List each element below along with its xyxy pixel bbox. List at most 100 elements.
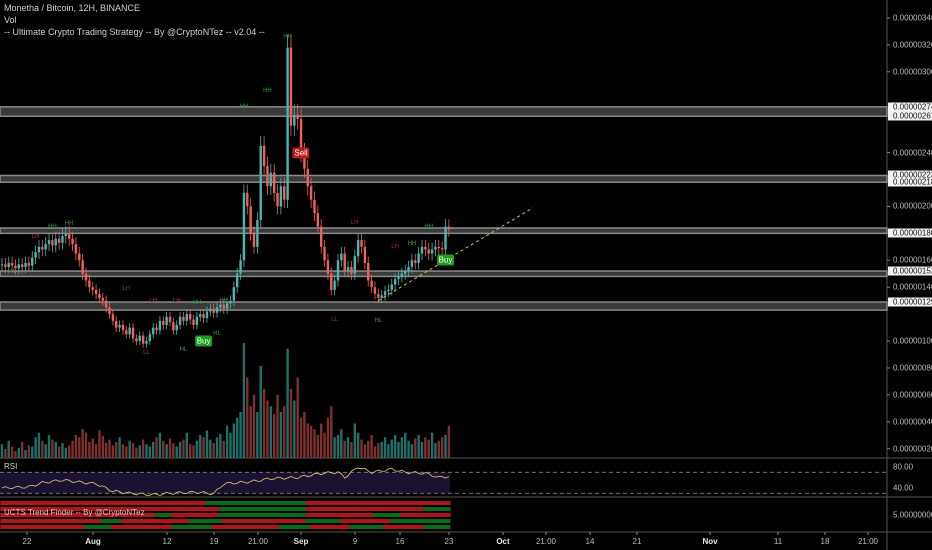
price-axis-label: 0.00000160	[893, 255, 932, 265]
candle-body	[27, 262, 31, 266]
volume-bar	[340, 429, 343, 458]
candle-body	[37, 246, 41, 253]
trend-segment-up	[423, 525, 451, 529]
time-axis-label: 12	[162, 537, 172, 546]
price-axis-label: 0.00000300	[893, 67, 932, 77]
volume-bar	[111, 445, 115, 458]
volume-bar	[88, 441, 91, 458]
candle-body	[367, 262, 370, 281]
zone-price-label: 0.00000218	[888, 177, 932, 187]
support-resistance-zone	[0, 301, 888, 311]
volume-bar	[313, 429, 316, 458]
candle-body	[108, 307, 111, 315]
candle-body	[101, 297, 104, 301]
candle-body	[175, 324, 178, 331]
pivot-label-lh: LH	[391, 243, 399, 250]
pivot-label-hl: HL	[8, 269, 16, 276]
rsi-axis-label: 40.00	[893, 483, 914, 493]
volume-bar	[286, 348, 289, 458]
volume-bar	[279, 412, 283, 458]
candle-body	[239, 260, 242, 274]
volume-bar	[380, 441, 383, 458]
volume-bar	[185, 432, 188, 458]
volume-bar	[94, 444, 98, 458]
trend-segment-down	[121, 519, 189, 523]
trend-segment-up	[101, 519, 122, 523]
volume-bar	[195, 440, 199, 458]
pivot-label-hl: HL	[374, 317, 383, 324]
trend-segment-down	[111, 525, 172, 529]
volume-bar	[182, 439, 185, 458]
volume-bar	[430, 432, 434, 458]
candle-body	[444, 226, 447, 250]
candle-body	[252, 233, 256, 247]
candle-body	[47, 240, 51, 245]
candle-body	[232, 287, 236, 301]
price-axis-label: 0.00000040	[893, 417, 932, 427]
pivot-label-hh: HH	[407, 241, 417, 248]
volume-bar	[37, 432, 41, 458]
candle-body	[74, 244, 78, 254]
trend-segment-down	[400, 513, 451, 517]
volume-bar	[390, 439, 393, 458]
volume-bar	[24, 449, 27, 458]
volume-bar	[296, 377, 299, 458]
volume-bar	[387, 444, 390, 458]
candle-body	[306, 168, 309, 187]
trend-segment-up	[154, 513, 172, 517]
trend-segment-up	[373, 513, 401, 517]
volume-bar	[108, 439, 111, 458]
buy-signal: Buy	[194, 335, 213, 347]
volume-bar	[259, 366, 262, 458]
volume-bar	[57, 446, 61, 458]
candle-body	[276, 192, 279, 207]
candle-body	[390, 284, 393, 290]
candle-body	[185, 314, 188, 321]
volume-bar	[353, 423, 356, 458]
volume-bar	[31, 446, 34, 458]
volume-bar	[393, 435, 397, 458]
volume-bar	[320, 423, 323, 458]
candle-body	[192, 319, 195, 325]
volume-bar	[98, 430, 101, 458]
candle-body	[51, 240, 54, 246]
volume-bar	[14, 451, 17, 458]
volume-bar	[17, 447, 20, 458]
support-resistance-zone	[0, 106, 888, 118]
volume-bar	[74, 435, 78, 458]
volume-bar	[350, 441, 353, 458]
price-axis-label: 0.00000320	[893, 40, 932, 50]
price-axis-label: 0.00000340	[893, 13, 932, 23]
volume-bar	[225, 425, 229, 458]
candle-body	[34, 252, 37, 258]
volume-bar	[239, 412, 242, 458]
time-axis-label: 23	[444, 537, 454, 546]
candle-body	[158, 320, 162, 331]
candle-body	[427, 249, 430, 254]
volume-bar	[377, 443, 380, 458]
volume-bar	[91, 438, 94, 458]
price-axis-label: 0.00000240	[893, 148, 932, 158]
candle-body	[236, 273, 239, 288]
candle-body	[380, 295, 383, 298]
buy-signal: Buy	[436, 254, 455, 266]
volume-bar	[0, 444, 4, 458]
volume-bar	[84, 432, 88, 458]
volume-bar	[266, 400, 269, 458]
candle-body	[387, 289, 390, 292]
candle-body	[125, 330, 128, 335]
volume-bar	[356, 432, 360, 458]
candle-body	[7, 262, 10, 268]
trend-segment-up	[423, 507, 451, 511]
volume-bar	[414, 438, 417, 458]
price-axis-label: 0.00000060	[893, 390, 932, 400]
volume-bar	[383, 437, 387, 458]
volume-bar	[306, 423, 309, 458]
support-resistance-zone	[0, 227, 888, 235]
candle-body	[84, 273, 88, 281]
candle-body	[420, 246, 424, 254]
candle-body	[229, 300, 232, 304]
volume-bar	[407, 440, 410, 458]
volume-bar	[27, 445, 31, 458]
